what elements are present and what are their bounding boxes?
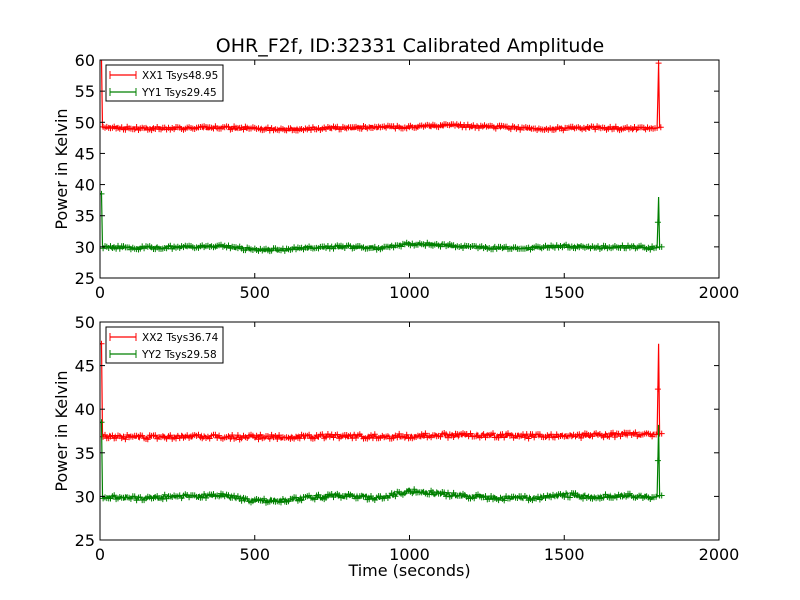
y-tick-label: 25 [75, 269, 95, 288]
x-tick-label: 1000 [389, 283, 430, 302]
bottom-plot-panel: 0 500 1000 1500 2000 25 30 35 40 45 50 Power in Kel… [52, 313, 739, 580]
y-tick-label: 45 [75, 144, 95, 163]
y-axis-label: Power in Kelvin [52, 108, 71, 229]
x-tick-label: 500 [239, 545, 270, 564]
y-tick-label: 55 [75, 82, 95, 101]
y-axis-label: Power in Kelvin [52, 370, 71, 491]
y-tick-label: 25 [75, 531, 95, 550]
y-tick-label: 60 [75, 51, 95, 70]
legend-swatch-marker [109, 333, 137, 341]
x-tick-label: 1000 [389, 545, 430, 564]
plot-area [100, 340, 665, 506]
series-markers [100, 190, 665, 255]
y-tick-label: 40 [75, 400, 95, 419]
legend-box [105, 326, 224, 364]
legend-swatch-marker [109, 71, 137, 79]
x-tick-label: 2000 [699, 283, 740, 302]
series-markers [100, 419, 665, 506]
y-tick-label: 50 [75, 313, 95, 332]
figure-title: OHR_F2f, ID:32331 Calibrated Amplitude [216, 35, 604, 57]
y-tick-label: 30 [75, 238, 95, 257]
y-tick-label: 40 [75, 176, 95, 195]
series-markers [100, 60, 664, 134]
legend: XX2 Tsys36.74 YY2 Tsys29.58 [105, 326, 224, 364]
legend-swatch-marker [109, 88, 137, 96]
plot-area [100, 60, 665, 255]
x-tick-label: 0 [95, 283, 105, 302]
y-tick-label: 35 [75, 444, 95, 463]
x-tick-label: 2000 [699, 545, 740, 564]
y-tick-label: 30 [75, 487, 95, 506]
legend-box [105, 64, 224, 102]
x-tick-label: 1500 [544, 545, 585, 564]
x-tick-label: 0 [95, 545, 105, 564]
legend-label: YY2 Tsys29.58 [141, 349, 217, 361]
legend-label: YY1 Tsys29.45 [141, 87, 217, 99]
legend-swatch-marker [109, 350, 137, 358]
y-tick-label: 35 [75, 207, 95, 226]
x-axis-label: Time (seconds) [347, 561, 470, 580]
legend-label: XX2 Tsys36.74 [142, 332, 219, 344]
legend: XX1 Tsys48.95 YY1 Tsys29.45 [105, 64, 224, 102]
top-plot-panel: 0 500 1000 1500 2000 25 30 35 40 45 50 55 60 Power in… [52, 51, 739, 302]
series-markers [100, 340, 665, 443]
y-tick-label: 45 [75, 357, 95, 376]
series-line [100, 193, 662, 253]
x-tick-label: 1500 [544, 283, 585, 302]
y-tick-label: 50 [75, 113, 95, 132]
x-tick-label: 500 [239, 283, 270, 302]
legend-label: XX1 Tsys48.95 [142, 70, 218, 82]
